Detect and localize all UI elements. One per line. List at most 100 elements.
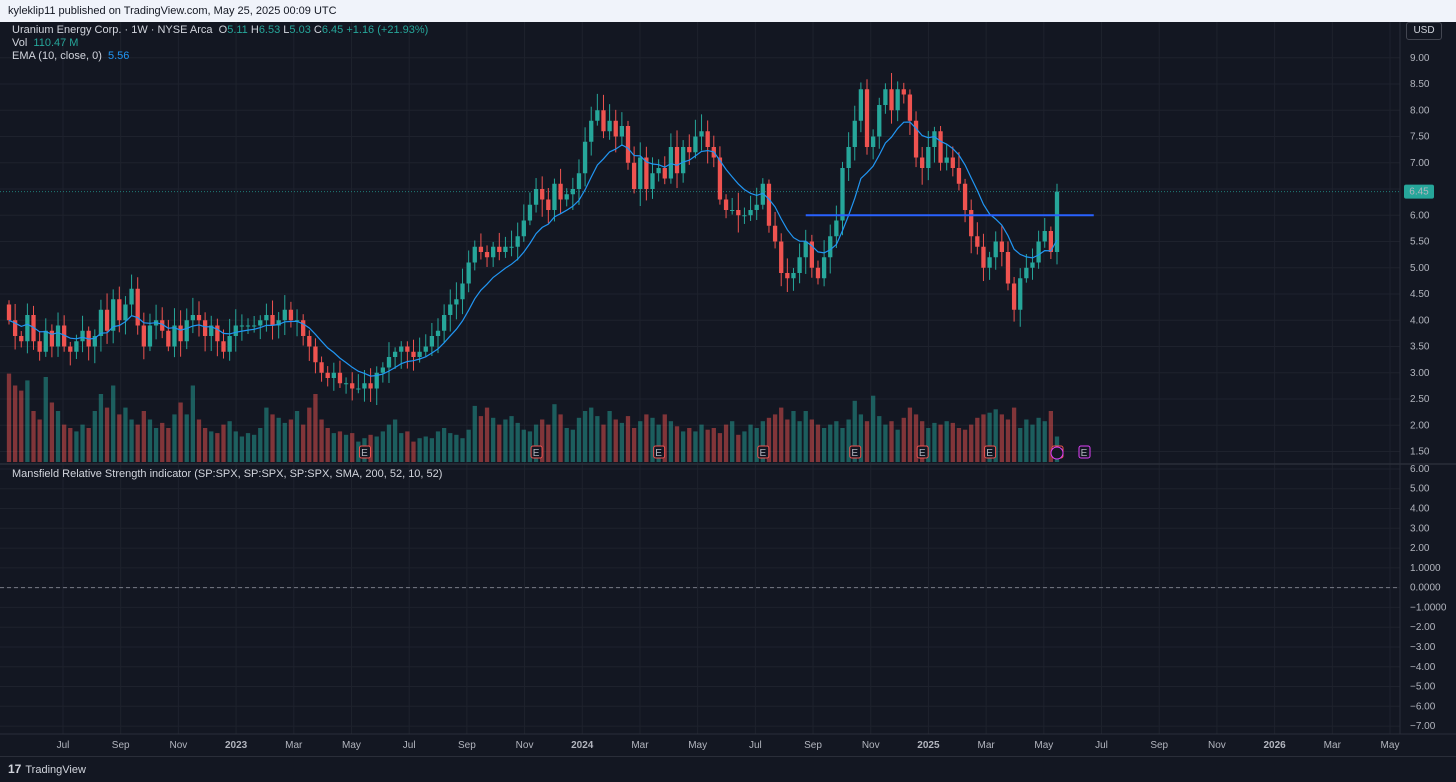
- candle-body: [515, 236, 520, 247]
- legend-volume-row[interactable]: Vol 110.47 M: [12, 37, 78, 49]
- volume-bar: [478, 416, 484, 462]
- candle-body: [123, 304, 128, 321]
- time-axis-label: Nov: [862, 740, 880, 751]
- volume-bar: [392, 419, 398, 462]
- volume-bar: [1018, 428, 1023, 462]
- candle-body: [43, 330, 48, 352]
- volume-bar: [999, 414, 1004, 462]
- volume-bar: [68, 428, 73, 462]
- earnings-marker[interactable]: [530, 445, 543, 459]
- volume-bar: [350, 433, 355, 462]
- volume-bar: [448, 433, 453, 462]
- currency-button[interactable]: USD: [1406, 22, 1442, 40]
- candle-body: [386, 357, 392, 368]
- earnings-marker[interactable]: [916, 445, 929, 459]
- candle-body: [337, 372, 343, 384]
- volume-bar: [668, 421, 674, 462]
- volume-bar: [215, 433, 220, 462]
- volume-bar: [589, 407, 594, 462]
- candle-body: [49, 330, 55, 347]
- volume-bar: [834, 421, 839, 462]
- candle-body: [601, 110, 606, 132]
- candle-body: [429, 336, 435, 347]
- time-axis-label: Nov: [169, 740, 187, 751]
- candle-body: [227, 336, 232, 352]
- earnings-marker[interactable]: [757, 445, 770, 459]
- legend-mansfield-row[interactable]: Mansfield Relative Strength indicator (S…: [12, 468, 442, 480]
- candle-body: [380, 367, 385, 373]
- earnings-marker[interactable]: [849, 445, 862, 459]
- mansfield-axis-label: 2.00: [1410, 543, 1430, 554]
- volume-bar: [117, 414, 122, 462]
- legend-mansfield-label: Mansfield Relative Strength indicator (S…: [12, 468, 443, 480]
- volume-bar: [55, 411, 61, 462]
- earnings-marker[interactable]: [358, 445, 371, 459]
- chart-canvas[interactable]: EEEEEEEEE9.008.508.007.507.006.506.005.5…: [0, 22, 1456, 756]
- legend-symbol[interactable]: Uranium Energy Corp. · 1W · NYSE Arca: [12, 24, 213, 36]
- volume-bar: [852, 400, 857, 462]
- volume-bar: [540, 419, 545, 462]
- legend-volume-label: Vol: [12, 37, 28, 49]
- mansfield-axis-label: 1.0000: [1410, 563, 1441, 574]
- price-axis-label: 7.00: [1410, 158, 1430, 169]
- candle-body: [748, 210, 753, 216]
- candle-body: [215, 325, 220, 342]
- volume-bar: [1005, 419, 1011, 462]
- candle-body: [417, 351, 422, 357]
- volume-bar: [699, 424, 704, 462]
- mansfield-axis-label: −7.00: [1410, 721, 1436, 732]
- volume-bar: [877, 416, 882, 462]
- volume-bar: [711, 428, 716, 462]
- candle-body: [1030, 262, 1035, 268]
- volume-bar: [705, 429, 710, 462]
- mansfield-axis-label: −5.00: [1410, 682, 1436, 693]
- volume-bar: [301, 424, 306, 462]
- volume-bar: [184, 414, 189, 462]
- volume-bar: [815, 424, 821, 462]
- candle-body: [693, 136, 698, 153]
- earnings-marker[interactable]: [984, 445, 997, 459]
- candle-body: [147, 325, 153, 347]
- candle-body: [166, 330, 171, 347]
- volume-bar: [828, 424, 833, 462]
- candle-body: [135, 288, 140, 326]
- price-axis-label: 7.50: [1410, 132, 1430, 143]
- volume-bar: [435, 431, 441, 462]
- legend-ema-row[interactable]: EMA (10, close, 0) 5.56: [12, 50, 129, 62]
- mansfield-axis-label: 3.00: [1410, 523, 1430, 534]
- candle-body: [926, 147, 931, 168]
- candle-body: [699, 131, 704, 137]
- candle-body: [466, 262, 471, 284]
- candle-body: [705, 131, 710, 147]
- candle-body: [1048, 231, 1054, 252]
- candle-body: [821, 257, 827, 279]
- volume-bar: [840, 428, 845, 462]
- volume-bar: [270, 414, 275, 462]
- earnings-marker-label: E: [533, 448, 540, 459]
- earnings-marker[interactable]: [653, 445, 666, 459]
- candle-body: [766, 183, 772, 226]
- tradingview-logo[interactable]: 17 TradingView: [8, 757, 86, 782]
- time-axis-label: Nov: [516, 740, 534, 751]
- volume-bar: [166, 428, 171, 462]
- legend-low-label: L: [283, 24, 290, 36]
- volume-bar: [294, 411, 300, 462]
- tradingview-brand: TradingView: [25, 764, 86, 776]
- candle-body: [484, 252, 490, 258]
- split-event-icon[interactable]: [1050, 446, 1064, 460]
- candle-body: [172, 325, 177, 347]
- candle-body: [98, 309, 104, 336]
- time-axis-label: 2025: [917, 740, 940, 751]
- candle-body: [196, 315, 202, 321]
- candle-body: [852, 120, 857, 147]
- volume-bar: [858, 414, 864, 462]
- candle-body: [576, 173, 582, 189]
- chart-area[interactable]: EEEEEEEEE9.008.508.007.507.006.506.005.5…: [0, 22, 1456, 756]
- volume-bar: [153, 428, 159, 462]
- volume-bar: [987, 412, 992, 462]
- volume-bar: [723, 424, 729, 462]
- price-axis-label: 3.00: [1410, 368, 1430, 379]
- earnings-marker-label: E: [759, 448, 766, 459]
- volume-bar: [405, 431, 410, 462]
- earnings-upcoming-marker[interactable]: [1078, 445, 1091, 459]
